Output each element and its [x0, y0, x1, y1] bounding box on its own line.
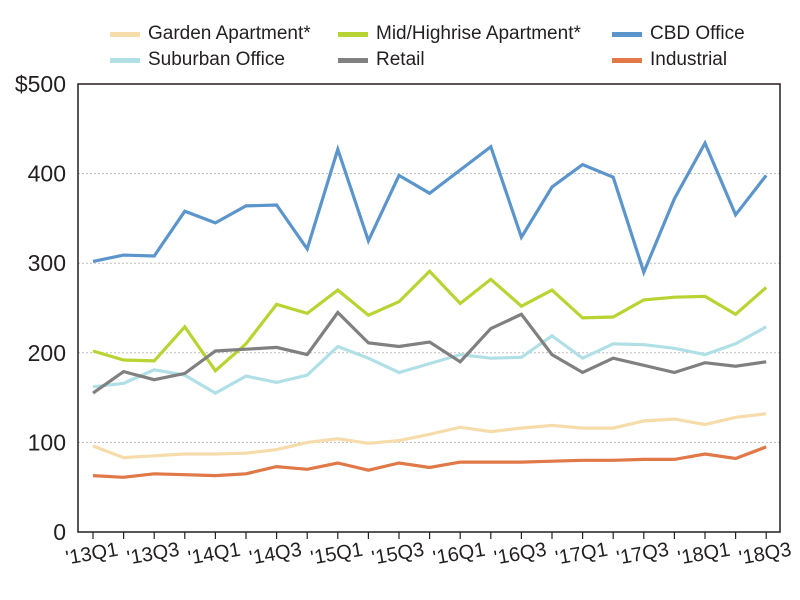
- y-tick-label: 400: [28, 161, 66, 187]
- legend-label: Suburban Office: [148, 49, 285, 70]
- legend-label: Garden Apartment*: [148, 23, 311, 44]
- legend-label: Industrial: [650, 49, 728, 70]
- y-tick-label: 0: [53, 519, 66, 545]
- x-tick-label: '16Q3: [492, 539, 548, 570]
- x-tick-label: '16Q1: [431, 539, 487, 570]
- x-tick-label: '15Q1: [309, 539, 365, 570]
- legend-item-mid-highrise-apartment: Mid/Highrise Apartment*: [338, 22, 581, 46]
- plot-frame: [77, 83, 781, 533]
- x-tick-label: '17Q3: [615, 539, 671, 570]
- legend-swatch: [110, 31, 140, 37]
- x-tick-label: '18Q1: [676, 539, 732, 570]
- legend-item-garden-apartment: Garden Apartment*: [110, 22, 311, 46]
- x-tick-label: '15Q3: [370, 539, 426, 570]
- legend-swatch: [612, 57, 642, 63]
- x-tick-label: '18Q3: [737, 539, 793, 570]
- series-line-industrial: [92, 445, 767, 479]
- x-tick-label: '14Q1: [186, 539, 242, 570]
- y-tick-label: 300: [28, 250, 66, 276]
- x-tick-label: '17Q1: [554, 539, 610, 570]
- x-tick-label: '13Q1: [64, 539, 120, 570]
- series-line-retail: [92, 310, 767, 395]
- series-line-suburban-office: [92, 325, 767, 395]
- legend-item-cbd-office: CBD Office: [612, 22, 745, 46]
- series-line-cbd-office: [92, 139, 768, 277]
- legend-item-retail: Retail: [338, 48, 425, 72]
- legend-swatch: [338, 31, 368, 37]
- legend-swatch: [612, 31, 642, 37]
- series-line-mid-highrise-apartment: [92, 269, 768, 374]
- legend-label: Mid/Highrise Apartment*: [376, 23, 581, 44]
- x-tick-label: '14Q3: [248, 539, 304, 570]
- legend-label: CBD Office: [650, 23, 745, 44]
- legend-swatch: [338, 57, 368, 63]
- legend-label: Retail: [376, 49, 425, 70]
- legend-item-suburban-office: Suburban Office: [110, 48, 285, 72]
- x-tick-label: '13Q3: [125, 539, 181, 570]
- y-tick-label: 200: [28, 340, 66, 366]
- y-tick-label: 100: [28, 429, 66, 455]
- y-tick-label: $500: [15, 71, 66, 97]
- legend-swatch: [110, 57, 140, 63]
- series-line-garden-apartment: [92, 412, 767, 460]
- legend-item-industrial: Industrial: [612, 48, 727, 72]
